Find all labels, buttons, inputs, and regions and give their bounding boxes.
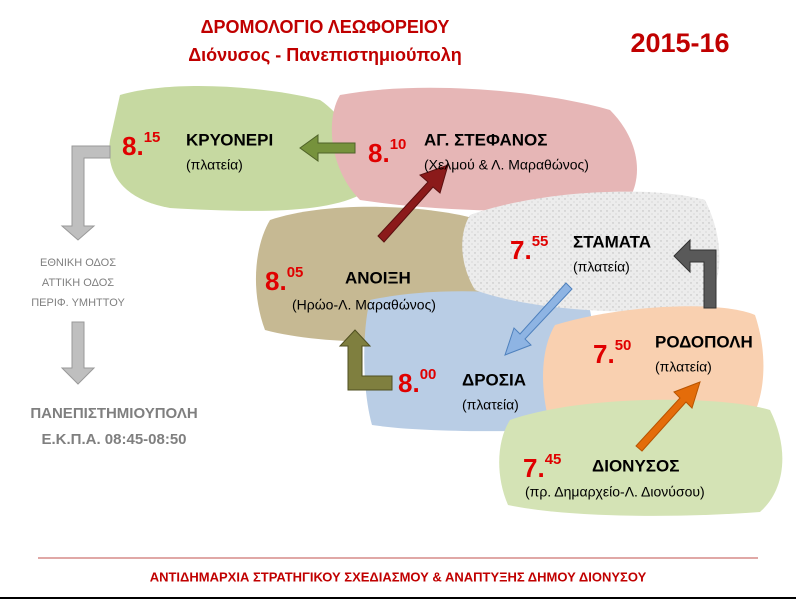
area-ag-stefanos [331, 87, 637, 212]
time-minutes: 55 [532, 233, 549, 250]
stop-time: 7.45 [523, 451, 561, 483]
time-minutes: 10 [390, 136, 407, 153]
destination: Ε.Κ.Π.Α. 08:45-08:50 [41, 431, 186, 448]
stop-name: ΑΝΟΙΞΗ [345, 268, 411, 287]
destination: ΠΑΝΕΠΙΣΤΗΜΙΟΥΠΟΛΗ [30, 405, 197, 422]
footer: ΑΝΤΙΔΗΜΑΡΧΙΑ ΣΤΡΑΤΗΓΙΚΟΥ ΣΧΕΔΙΑΣΜΟΥ & ΑΝ… [150, 569, 647, 584]
time-minutes: 45 [545, 451, 562, 468]
stop-time: 7.55 [510, 233, 548, 265]
stop-name: ΔΙΟΝΥΣΟΣ [592, 456, 679, 475]
time-minutes: 05 [287, 264, 304, 281]
stop-location: (πλατεία) [573, 259, 630, 275]
stop-time: 8.15 [122, 129, 160, 161]
arrow [60, 145, 111, 241]
time-hour: 8. [368, 138, 390, 168]
stop-location: (Χελμού & Λ. Μαραθώνος) [424, 157, 589, 173]
area-kryoneri [109, 85, 361, 211]
area-stamata [462, 191, 720, 312]
arrow [338, 329, 393, 391]
stop-time: 8.05 [265, 264, 303, 296]
time-minutes: 50 [615, 337, 632, 354]
title: ΔΡΟΜΟΛΟΓΙΟ ΛΕΩΦΟΡΕΙΟΥ [201, 17, 450, 37]
stop-name: ΑΓ. ΣΤΕΦΑΝΟΣ [424, 130, 547, 149]
road: ΑΤΤΙΚΗ ΟΔΟΣ [42, 277, 114, 289]
stop-name: ΚΡΥΟΝΕΡΙ [186, 130, 273, 149]
stops: 7.45 ΔΙΟΝΥΣΟΣ(πρ. Δημαρχείο-Λ. Διονύσου)7… [122, 129, 753, 500]
time-hour: 8. [265, 266, 287, 296]
subtitle: Διόνυσος - Πανεπιστημιούπολη [188, 45, 462, 65]
stop-time: 8.00 [398, 366, 436, 398]
arrow [377, 164, 449, 243]
arrow [60, 321, 96, 385]
arrow [635, 381, 701, 452]
area-dionysos [499, 399, 783, 516]
stop-location: (πρ. Δημαρχείο-Λ. Διονύσου) [525, 484, 705, 500]
stop-location: (Ηρώο-Λ. Μαραθώνος) [292, 297, 436, 313]
stop-time: 8.10 [368, 136, 406, 168]
time-hour: 8. [398, 368, 420, 398]
time-hour: 8. [122, 131, 144, 161]
stop-location: (πλατεία) [655, 359, 712, 375]
stop-time: 7.50 [593, 337, 631, 369]
arrow [299, 134, 356, 162]
arrow [673, 238, 717, 309]
arrow [504, 282, 573, 356]
time-hour: 7. [510, 235, 532, 265]
time-hour: 7. [523, 453, 545, 483]
time-hour: 7. [593, 339, 615, 369]
time-minutes: 15 [144, 129, 161, 146]
stop-location: (πλατεία) [462, 397, 519, 413]
road: ΠΕΡΙΦ. ΥΜΗΤΤΟΥ [31, 297, 125, 309]
stop-name: ΡΟΔΟΠΟΛΗ [655, 332, 753, 351]
stop-location: (πλατεία) [186, 157, 243, 173]
stop-name: ΣΤΑΜΑΤΑ [573, 232, 651, 251]
road: ΕΘΝΙΚΗ ΟΔΟΣ [40, 257, 116, 269]
stop-name: ΔΡΟΣΙΑ [462, 370, 526, 389]
time-minutes: 00 [420, 366, 437, 383]
year: 2015-16 [630, 28, 729, 58]
